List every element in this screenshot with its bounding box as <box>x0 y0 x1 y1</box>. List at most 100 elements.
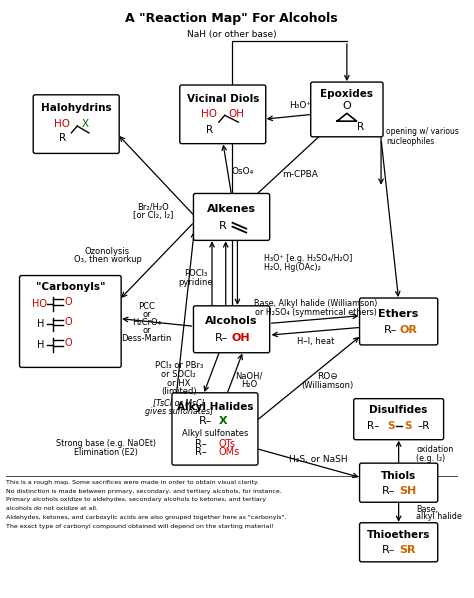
Text: Thiols: Thiols <box>381 471 416 481</box>
Text: Alkyl Halides: Alkyl Halides <box>177 402 253 413</box>
Text: R–: R– <box>195 447 207 457</box>
Text: OMs: OMs <box>219 447 240 457</box>
Text: This is a rough map. Some sacrifices were made in order to obtain visual clarity: This is a rough map. Some sacrifices wer… <box>6 480 259 485</box>
Text: HO: HO <box>201 109 217 120</box>
Text: The exact type of carbonyl compound obtained will depend on the starting materia: The exact type of carbonyl compound obta… <box>6 524 273 529</box>
Text: Dess-Martin: Dess-Martin <box>121 334 172 343</box>
FancyBboxPatch shape <box>19 276 121 367</box>
Text: Base, Alkyl halide (Williamson): Base, Alkyl halide (Williamson) <box>254 300 377 309</box>
Text: H₂S, or NaSH: H₂S, or NaSH <box>289 454 348 463</box>
Text: Ozonolysis: Ozonolysis <box>85 246 130 255</box>
Text: X: X <box>219 416 227 426</box>
Text: nucleophiles: nucleophiles <box>386 137 434 146</box>
Text: Alcohols: Alcohols <box>205 316 258 327</box>
FancyBboxPatch shape <box>180 85 266 144</box>
Text: HO: HO <box>32 299 46 309</box>
Text: R–: R– <box>382 545 396 555</box>
Text: A "Reaction Map" For Alcohols: A "Reaction Map" For Alcohols <box>125 12 338 25</box>
Text: SH: SH <box>399 486 416 496</box>
Text: H–I, heat: H–I, heat <box>297 337 334 346</box>
Text: or H₂SO₄ (symmetrical ethers): or H₂SO₄ (symmetrical ethers) <box>255 308 376 317</box>
Text: R–: R– <box>195 438 207 448</box>
Text: PCl₃ or PBr₃: PCl₃ or PBr₃ <box>155 361 203 370</box>
Text: OsO₄: OsO₄ <box>231 166 254 175</box>
Text: O: O <box>343 100 351 111</box>
FancyBboxPatch shape <box>311 82 383 137</box>
Text: R–: R– <box>367 421 379 431</box>
Text: R–: R– <box>215 333 228 343</box>
Text: pyridine: pyridine <box>178 278 213 287</box>
Text: H: H <box>37 319 45 329</box>
Text: Elimination (E2): Elimination (E2) <box>73 448 137 457</box>
Text: alkyl halide: alkyl halide <box>416 512 462 521</box>
FancyBboxPatch shape <box>360 463 438 502</box>
FancyBboxPatch shape <box>33 95 119 154</box>
Text: R–: R– <box>384 325 398 335</box>
Text: R–: R– <box>199 416 212 426</box>
Text: gives sulfonates]: gives sulfonates] <box>145 407 213 416</box>
Text: Aldehydes, ketones, and carboxylic acids are also grouped together here as "carb: Aldehydes, ketones, and carboxylic acids… <box>6 515 286 520</box>
Text: NaOH/: NaOH/ <box>236 372 263 381</box>
FancyBboxPatch shape <box>172 393 258 465</box>
Text: opening w/ various: opening w/ various <box>386 127 459 136</box>
Text: O: O <box>64 318 72 328</box>
Text: or: or <box>142 310 151 319</box>
Text: S: S <box>405 421 412 431</box>
FancyBboxPatch shape <box>360 523 438 562</box>
Text: R: R <box>219 221 227 231</box>
Text: RO⊖: RO⊖ <box>317 372 337 381</box>
Text: R: R <box>206 125 213 135</box>
Text: [TsCl or MsCl: [TsCl or MsCl <box>153 398 204 407</box>
Text: H₃O⁺: H₃O⁺ <box>289 101 311 110</box>
Text: Thioethers: Thioethers <box>367 530 430 541</box>
Text: (e.g. I₂): (e.g. I₂) <box>416 454 446 463</box>
Text: R: R <box>357 122 364 132</box>
Text: Alkyl sulfonates: Alkyl sulfonates <box>182 429 248 438</box>
Text: Br₂/H₂O: Br₂/H₂O <box>137 203 169 212</box>
Text: H₂O: H₂O <box>241 380 257 389</box>
Text: (limited): (limited) <box>161 388 197 396</box>
Text: OH: OH <box>231 333 250 343</box>
Text: POCl₃: POCl₃ <box>184 269 207 278</box>
Text: R: R <box>59 133 66 143</box>
Text: –R: –R <box>418 421 430 431</box>
Text: oxidation: oxidation <box>416 445 454 454</box>
Text: O: O <box>64 338 72 348</box>
Text: Ethers: Ethers <box>378 309 419 319</box>
Text: X: X <box>82 119 89 129</box>
FancyBboxPatch shape <box>360 298 438 345</box>
FancyBboxPatch shape <box>354 399 444 440</box>
Text: NaH (or other base): NaH (or other base) <box>187 30 276 39</box>
Text: "Carbonyls": "Carbonyls" <box>36 282 105 292</box>
Text: Vicinal Diols: Vicinal Diols <box>187 94 259 103</box>
Text: H₂O, Hg(OAc)₂: H₂O, Hg(OAc)₂ <box>264 263 321 272</box>
Text: Alkenes: Alkenes <box>207 204 256 214</box>
Text: or SOCl₂: or SOCl₂ <box>162 370 196 379</box>
Text: Strong base (e.g. NaOEt): Strong base (e.g. NaOEt) <box>55 439 155 448</box>
FancyBboxPatch shape <box>193 306 270 353</box>
Text: Disulfides: Disulfides <box>369 405 428 416</box>
Text: OTs: OTs <box>219 438 236 448</box>
Text: HO: HO <box>54 119 70 129</box>
Text: Base,: Base, <box>416 505 438 514</box>
Text: No distinction is made between primary, secondary, and tertiary alcohols, for in: No distinction is made between primary, … <box>6 489 282 493</box>
Text: O: O <box>64 297 72 307</box>
Text: SR: SR <box>399 545 416 555</box>
Text: (Williamson): (Williamson) <box>301 382 354 390</box>
FancyBboxPatch shape <box>193 194 270 240</box>
Text: alcohols do not oxidize at all.: alcohols do not oxidize at all. <box>6 506 98 511</box>
Text: S: S <box>387 421 394 431</box>
Text: R–: R– <box>382 486 396 496</box>
Text: Epoxides: Epoxides <box>320 89 374 99</box>
Text: m-CPBA: m-CPBA <box>282 170 318 179</box>
Text: or HX: or HX <box>167 379 191 388</box>
Text: PCC: PCC <box>138 303 155 312</box>
Text: H₃O⁺ [e.g. H₂SO₄/H₂O]: H₃O⁺ [e.g. H₂SO₄/H₂O] <box>264 254 352 264</box>
Text: H₂CrO₄: H₂CrO₄ <box>132 318 161 327</box>
Text: OH: OH <box>228 109 245 120</box>
Text: O₃, then workup: O₃, then workup <box>73 255 141 264</box>
Text: [or Cl₂, I₂]: [or Cl₂, I₂] <box>133 212 173 221</box>
Text: OR: OR <box>400 325 418 335</box>
Text: H: H <box>37 340 45 350</box>
Text: Primary alcohols oxidize to aldehydes, secondary alcohols to ketones, and tertia: Primary alcohols oxidize to aldehydes, s… <box>6 498 266 502</box>
